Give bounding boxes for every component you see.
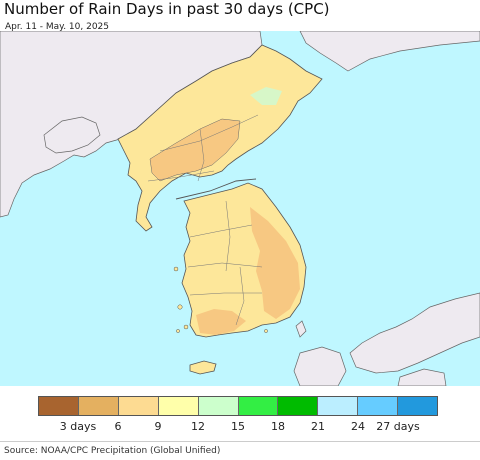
island <box>177 304 183 310</box>
japan-shikoku <box>397 368 447 386</box>
source-credit: Source: NOAA/CPC Precipitation (Global U… <box>4 446 221 456</box>
legend-swatch <box>158 397 199 415</box>
liaodong-peninsula <box>43 116 101 154</box>
island <box>176 329 180 333</box>
jeju-island <box>189 360 217 375</box>
island <box>173 266 179 272</box>
legend-swatch <box>318 397 359 415</box>
sk-orange-east <box>250 207 300 319</box>
japan-kyushu <box>293 346 347 386</box>
legend-swatch <box>39 397 79 415</box>
legend-swatch <box>198 397 239 415</box>
date-range: Apr. 11 - May. 10, 2025 <box>5 22 110 32</box>
legend-labels: 3 days 6 9 12 15 18 21 24 27 days <box>38 420 438 434</box>
legend-swatch <box>238 397 279 415</box>
legend-label: 3 days <box>59 420 97 433</box>
legend-label: 9 <box>154 420 162 433</box>
legend-swatch <box>278 397 319 415</box>
japan-honshu <box>349 292 480 374</box>
legend-label: 24 <box>351 420 365 433</box>
legend-label: 12 <box>191 420 205 433</box>
russia-land <box>299 31 480 72</box>
rain-days-map <box>0 31 480 386</box>
map-title: Number of Rain Days in past 30 days (CPC… <box>4 0 330 18</box>
legend-label: 18 <box>271 420 285 433</box>
island <box>183 324 189 330</box>
footer-divider <box>0 441 480 442</box>
legend-label: 21 <box>311 420 325 433</box>
legend-label: 6 <box>114 420 122 433</box>
legend-swatch <box>398 397 438 415</box>
legend-swatch <box>358 397 399 415</box>
legend-label: 15 <box>231 420 245 433</box>
dmz-border <box>175 178 257 200</box>
island <box>264 329 268 333</box>
legend-label: 27 days <box>376 420 420 433</box>
province-boundaries <box>147 114 263 326</box>
tsushima-island <box>295 320 307 338</box>
color-scale-legend <box>38 396 438 416</box>
nk-green-patch <box>250 87 282 105</box>
sk-orange-south <box>196 309 246 335</box>
legend-swatch <box>78 397 119 415</box>
legend-swatch <box>118 397 159 415</box>
